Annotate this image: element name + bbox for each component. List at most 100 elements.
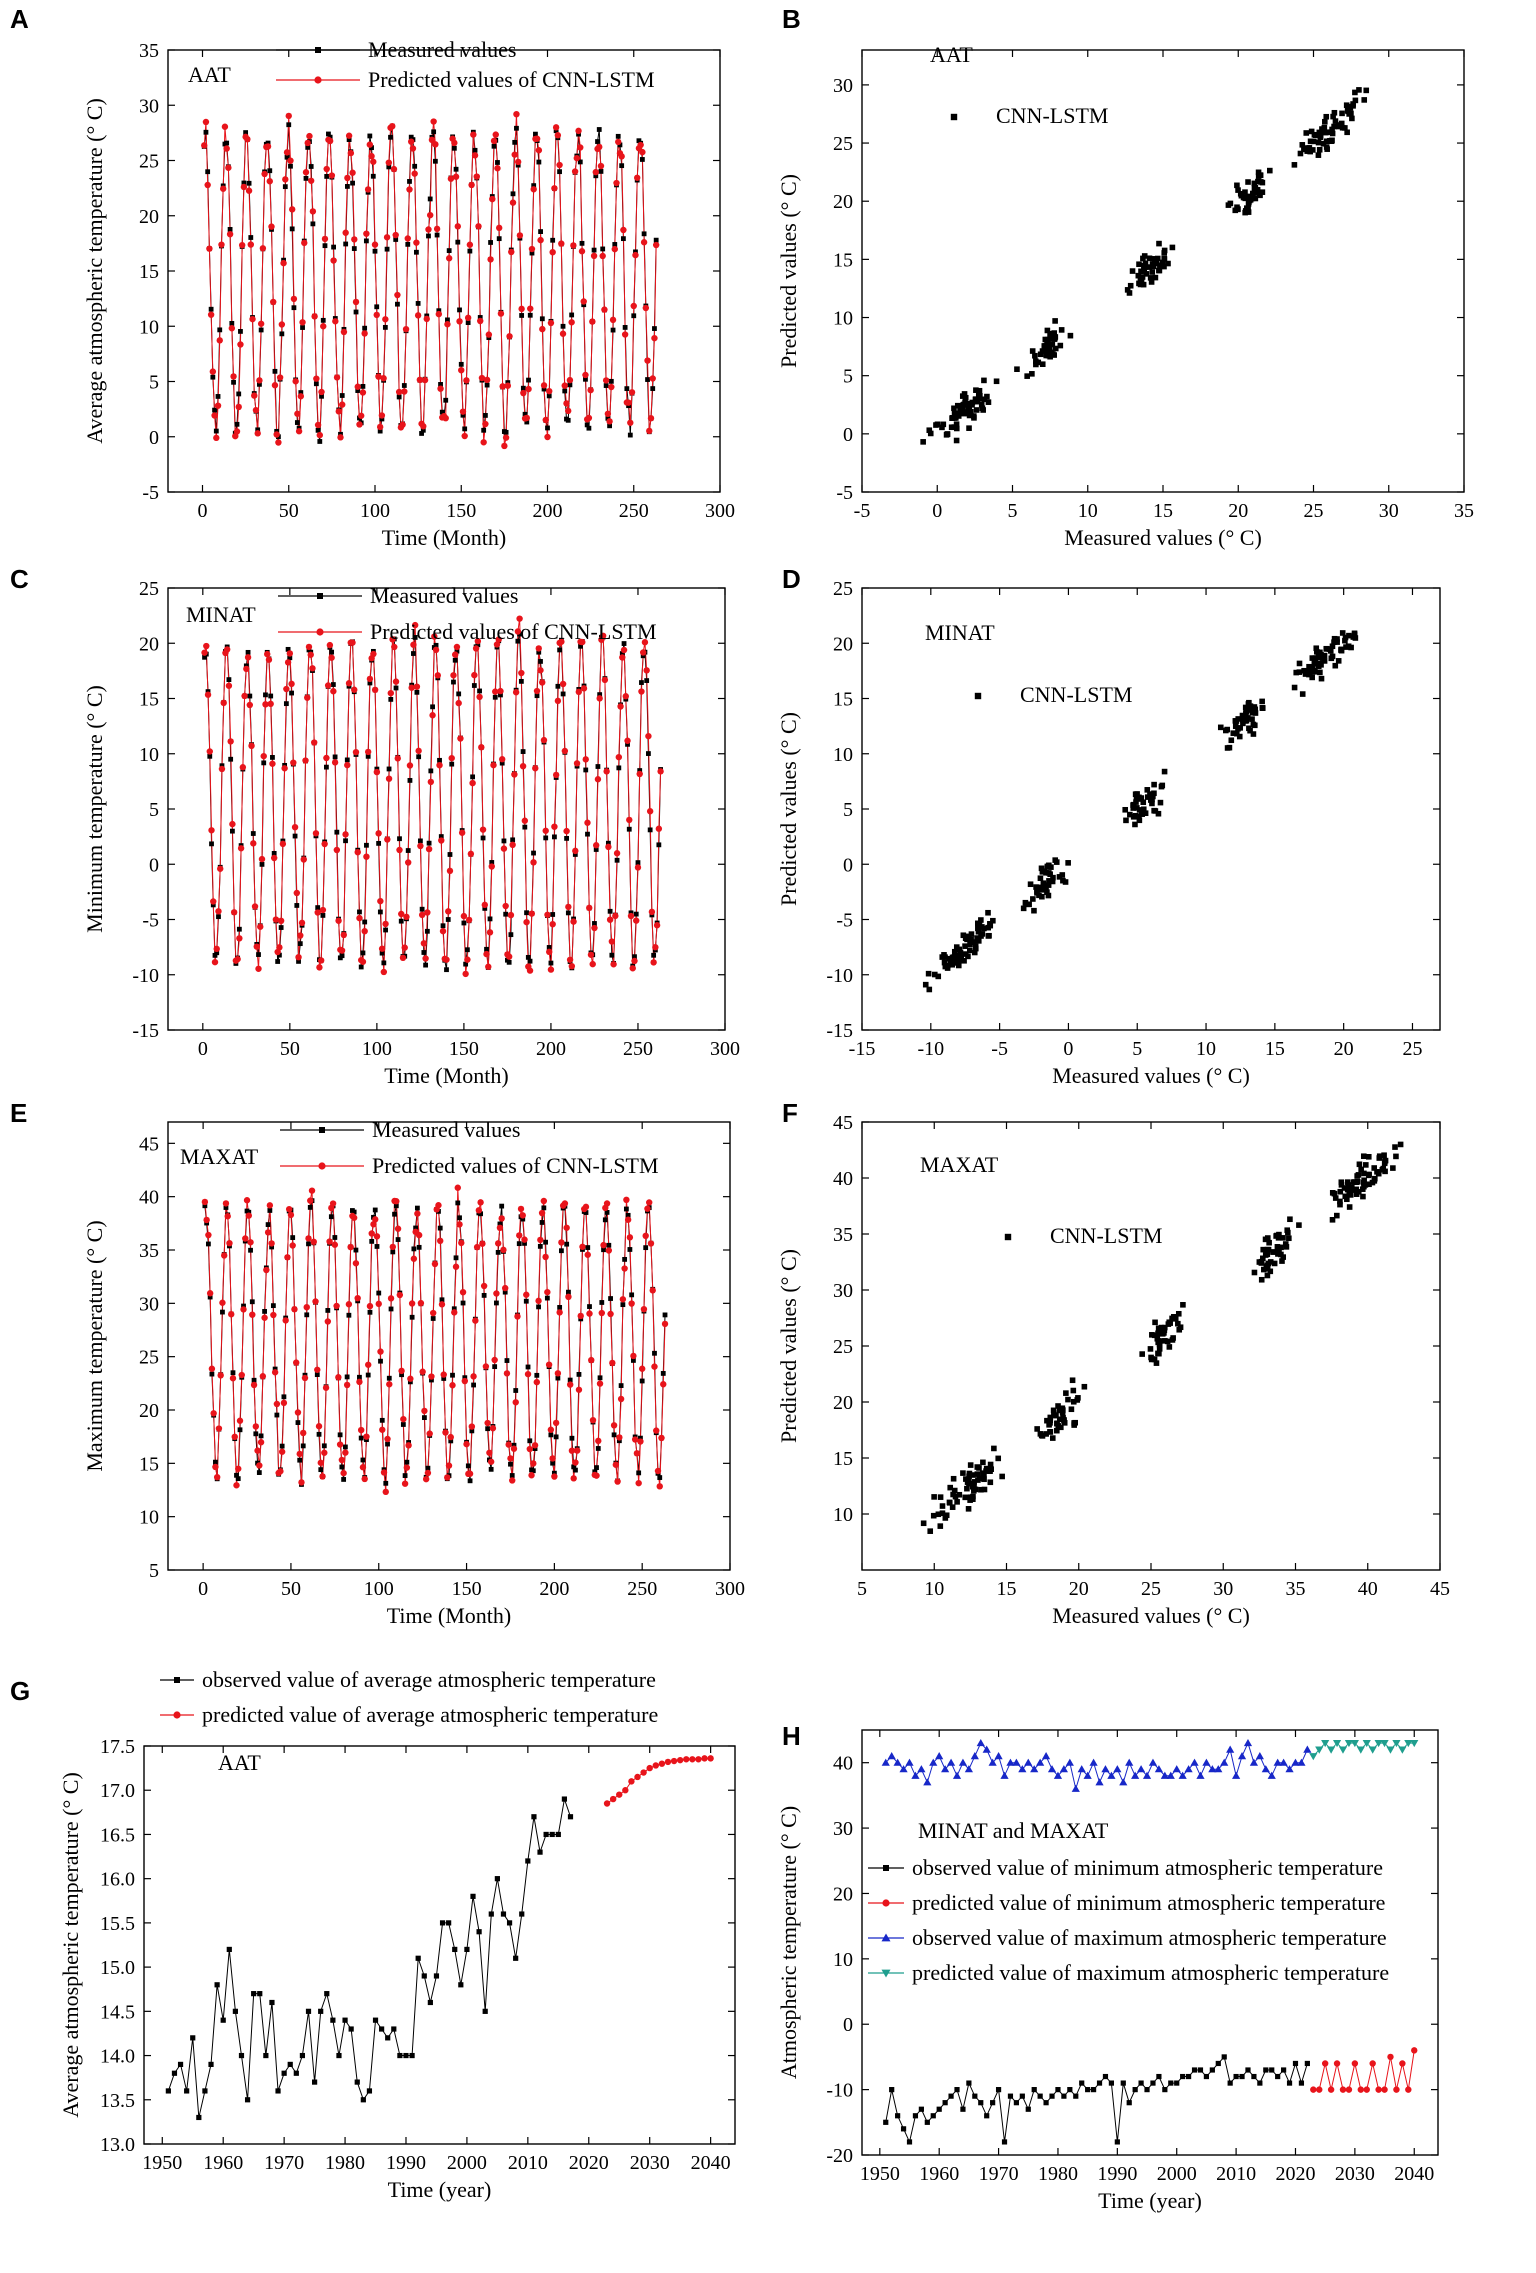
predicted-point — [267, 700, 274, 708]
predicted-point — [554, 697, 562, 705]
predicted-point — [389, 122, 396, 130]
scatter-point — [1356, 87, 1362, 93]
series-point-0 — [330, 2017, 336, 2023]
series-point-0 — [1061, 2093, 1067, 2099]
predicted-point — [259, 1373, 267, 1380]
scatter-point — [1132, 812, 1139, 819]
predicted-point — [511, 151, 518, 158]
predicted-point — [210, 898, 217, 905]
predicted-point — [474, 637, 482, 645]
scatter-point — [1352, 89, 1358, 96]
measured-point — [245, 649, 251, 655]
measured-point — [298, 390, 304, 395]
predicted-point — [214, 402, 222, 409]
predicted-point — [633, 917, 640, 924]
measured-point — [537, 1243, 543, 1249]
predicted-point — [390, 165, 398, 173]
predicted-point — [426, 1430, 433, 1437]
scatter-point — [1159, 259, 1166, 266]
scatter-point — [965, 410, 971, 417]
x-tick-label: 2010 — [1216, 2163, 1256, 2185]
scatter-point — [1049, 1435, 1056, 1441]
measured-point — [640, 653, 646, 659]
measured-point — [625, 741, 630, 747]
x-tick-label: 0 — [1063, 1038, 1073, 1060]
series-point-0 — [561, 1796, 568, 1802]
predicted-point — [647, 1240, 655, 1247]
scatter-point — [1252, 195, 1259, 202]
predicted-point — [571, 168, 579, 175]
scatter-point — [1343, 102, 1350, 108]
predicted-point — [296, 1450, 303, 1458]
scatter-point — [966, 400, 973, 407]
series-point-0 — [1019, 2093, 1025, 2099]
predicted-point — [640, 1305, 648, 1313]
predicted-point — [467, 850, 475, 858]
measured-point — [579, 240, 585, 246]
series-point-0 — [500, 1911, 507, 1917]
measured-point — [405, 241, 411, 247]
predicted-point — [279, 840, 287, 848]
scatter-point — [981, 1476, 987, 1483]
measured-point — [586, 425, 592, 431]
predicted-point — [423, 315, 430, 323]
predicted-point — [322, 1384, 330, 1391]
predicted-point — [605, 1247, 613, 1254]
predicted-point — [383, 234, 391, 241]
predicted-point — [559, 330, 567, 337]
scatter-point — [949, 961, 956, 968]
plot-area-A — [201, 47, 660, 450]
panel-label: MINAT and MAXAT — [918, 1818, 1109, 1843]
predicted-point — [228, 1311, 235, 1318]
series-point-0 — [446, 1920, 452, 1926]
scatter-point — [1129, 268, 1136, 274]
series-point-2 — [964, 1765, 973, 1773]
scatter-point — [1133, 805, 1140, 811]
y-tick-label: 35 — [139, 1240, 159, 1262]
scatter-point — [1299, 142, 1306, 148]
scatter-point — [1324, 146, 1330, 152]
measured-point — [414, 249, 419, 255]
predicted-point — [337, 434, 344, 441]
scatter-point — [1271, 1260, 1278, 1267]
predicted-point — [233, 1482, 240, 1489]
predicted-point — [587, 386, 594, 394]
scatter-point — [980, 1470, 986, 1476]
predicted-point — [499, 756, 506, 763]
predicted-point — [255, 965, 262, 972]
predicted-point — [356, 1378, 363, 1386]
predicted-point — [429, 1309, 437, 1317]
measured-point — [489, 860, 495, 865]
predicted-point — [266, 178, 273, 185]
predicted-point — [572, 847, 579, 855]
scatter-point — [1237, 725, 1243, 731]
predicted-point — [366, 1302, 374, 1310]
scatter-point — [1296, 660, 1303, 667]
predicted-point — [607, 1310, 614, 1318]
predicted-point — [424, 1469, 432, 1477]
predicted-point — [449, 1382, 456, 1389]
predicted-point — [587, 951, 595, 958]
predicted-point — [352, 748, 360, 756]
predicted-point — [213, 434, 220, 442]
measured-point — [564, 835, 570, 841]
predicted-point — [254, 1447, 261, 1454]
predicted-point — [256, 377, 263, 384]
predicted-point — [630, 1352, 637, 1360]
predicted-point — [528, 1472, 535, 1479]
predicted-point — [519, 1212, 526, 1219]
predicted-point — [655, 825, 663, 832]
series-point-1 — [609, 1795, 617, 1803]
measured-point — [297, 1457, 303, 1463]
scatter-point — [1321, 658, 1328, 664]
series-point-2 — [935, 1752, 944, 1760]
predicted-point — [577, 144, 584, 151]
predicted-point — [434, 672, 441, 679]
scatter-point — [1161, 250, 1168, 256]
x-tick-label: 2040 — [1394, 2163, 1434, 2185]
predicted-point — [594, 776, 602, 783]
measured-point — [614, 857, 620, 863]
predicted-point — [454, 223, 461, 230]
measured-point — [308, 164, 314, 169]
predicted-point — [544, 433, 551, 441]
